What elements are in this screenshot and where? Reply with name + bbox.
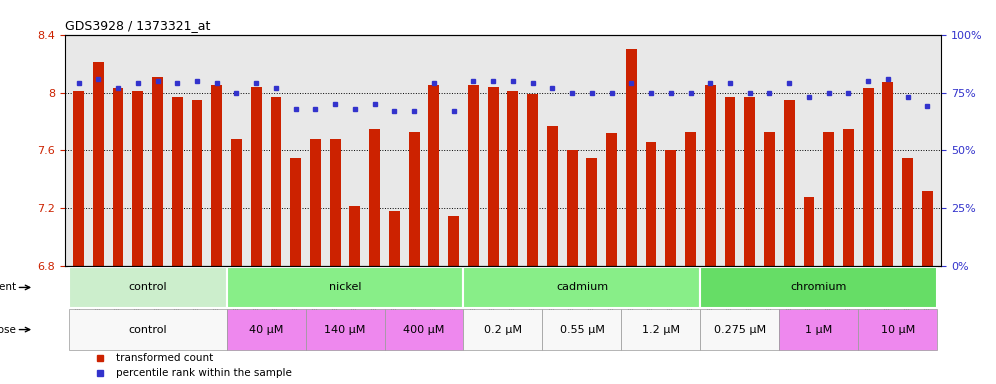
Text: 400 μM: 400 μM bbox=[403, 324, 444, 334]
Bar bbox=[863, 88, 873, 266]
Bar bbox=[700, 310, 779, 350]
Bar bbox=[824, 132, 834, 266]
Bar bbox=[665, 151, 676, 266]
Text: 1 μM: 1 μM bbox=[805, 324, 833, 334]
Bar bbox=[784, 100, 795, 266]
Bar bbox=[705, 85, 716, 266]
Text: dose: dose bbox=[0, 324, 17, 334]
Bar bbox=[191, 100, 202, 266]
Bar bbox=[607, 133, 617, 266]
Bar bbox=[227, 310, 306, 350]
Bar bbox=[922, 191, 933, 266]
Bar bbox=[859, 310, 937, 350]
Bar bbox=[384, 310, 463, 350]
Text: percentile rank within the sample: percentile rank within the sample bbox=[116, 368, 292, 378]
Bar bbox=[700, 267, 937, 308]
Bar bbox=[152, 76, 163, 266]
Bar bbox=[645, 142, 656, 266]
Bar bbox=[567, 151, 578, 266]
Bar bbox=[587, 158, 598, 266]
Bar bbox=[172, 97, 182, 266]
Text: cadmium: cadmium bbox=[556, 283, 608, 293]
Text: 0.55 μM: 0.55 μM bbox=[560, 324, 605, 334]
Text: 10 μM: 10 μM bbox=[880, 324, 915, 334]
Bar bbox=[463, 310, 543, 350]
Bar bbox=[350, 205, 361, 266]
Bar bbox=[271, 97, 282, 266]
Text: chromium: chromium bbox=[791, 283, 847, 293]
Text: control: control bbox=[128, 283, 167, 293]
Text: control: control bbox=[128, 324, 167, 334]
Bar bbox=[547, 126, 558, 266]
Bar bbox=[779, 310, 859, 350]
Bar bbox=[764, 132, 775, 266]
Bar bbox=[543, 310, 622, 350]
Bar bbox=[69, 310, 227, 350]
Bar bbox=[448, 216, 459, 266]
Bar bbox=[132, 91, 143, 266]
Bar bbox=[310, 139, 321, 266]
Text: 1.2 μM: 1.2 μM bbox=[641, 324, 680, 334]
Bar bbox=[73, 91, 84, 266]
Bar bbox=[389, 211, 399, 266]
Bar bbox=[370, 129, 380, 266]
Bar bbox=[804, 197, 815, 266]
Bar bbox=[463, 267, 700, 308]
Text: transformed count: transformed count bbox=[116, 353, 213, 363]
Bar bbox=[306, 310, 384, 350]
Bar bbox=[488, 87, 499, 266]
Bar bbox=[468, 85, 479, 266]
Bar bbox=[113, 88, 124, 266]
Text: 0.2 μM: 0.2 μM bbox=[484, 324, 522, 334]
Bar bbox=[882, 83, 893, 266]
Bar bbox=[330, 139, 341, 266]
Bar bbox=[622, 310, 700, 350]
Bar bbox=[724, 97, 735, 266]
Bar bbox=[227, 267, 463, 308]
Text: 140 μM: 140 μM bbox=[325, 324, 366, 334]
Bar bbox=[902, 158, 913, 266]
Bar bbox=[93, 62, 104, 266]
Text: 0.275 μM: 0.275 μM bbox=[714, 324, 766, 334]
Bar bbox=[625, 49, 636, 266]
Bar bbox=[843, 129, 854, 266]
Bar bbox=[69, 267, 227, 308]
Text: agent: agent bbox=[0, 283, 17, 293]
Text: nickel: nickel bbox=[329, 283, 362, 293]
Bar bbox=[507, 91, 518, 266]
Bar bbox=[527, 94, 538, 266]
Text: GDS3928 / 1373321_at: GDS3928 / 1373321_at bbox=[65, 19, 210, 32]
Bar bbox=[428, 85, 439, 266]
Bar bbox=[231, 139, 242, 266]
Bar bbox=[685, 132, 696, 266]
Bar bbox=[251, 87, 262, 266]
Bar bbox=[744, 97, 755, 266]
Bar bbox=[211, 85, 222, 266]
Text: 40 μM: 40 μM bbox=[249, 324, 283, 334]
Bar bbox=[408, 132, 419, 266]
Bar bbox=[290, 158, 301, 266]
